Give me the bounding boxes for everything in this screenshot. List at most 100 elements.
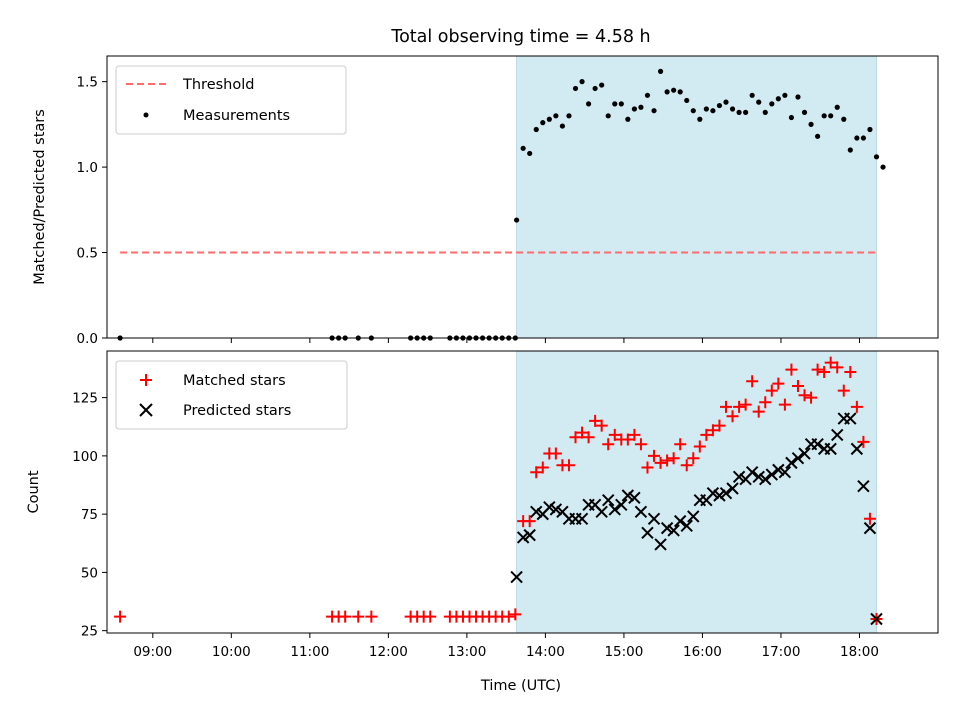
x-tick-label: 11:00: [290, 644, 329, 660]
matched-star-point: [772, 377, 785, 390]
x-tick-label: 12:00: [369, 644, 408, 660]
predicted-star-point: [765, 468, 779, 481]
predicted-star-point: [726, 482, 739, 495]
matched-star-point: [680, 459, 693, 472]
x-tick-label: 09:00: [133, 644, 172, 660]
measurement-point: [566, 113, 572, 119]
predicted-star-point: [516, 531, 530, 544]
predicted-star-point: [575, 512, 589, 526]
predicted-star-point: [647, 512, 661, 526]
predicted-star-point: [523, 528, 536, 542]
bottom-y-tick-label: 125: [72, 391, 98, 407]
matched-star-point: [582, 431, 595, 444]
matched-star-point: [674, 438, 687, 451]
bottom-axes-frame: [106, 350, 939, 634]
matched-star-point: [661, 454, 674, 467]
matched-star-point: [857, 435, 870, 448]
predicted-star-point: [634, 505, 648, 519]
matched-star-point: [798, 389, 811, 402]
predicted-star-point: [745, 465, 759, 479]
matched-star-point: [850, 400, 863, 413]
measurement-point: [841, 116, 847, 122]
measurement-point: [690, 108, 696, 114]
predicted-star-point: [621, 489, 635, 502]
measurement-point: [854, 135, 860, 141]
matched-star-point: [589, 414, 602, 427]
predicted-star-point: [673, 514, 687, 528]
matched-star-point: [693, 440, 706, 453]
matched-star-point: [687, 452, 700, 465]
legend-threshold-label: Threshold: [182, 77, 254, 93]
bottom-legend-box: [115, 360, 348, 430]
measurement-point: [638, 104, 644, 110]
predicted-star-point: [608, 503, 621, 516]
measurement-point: [801, 109, 808, 115]
top-y-tick-label: 0.5: [77, 246, 98, 262]
measurement-point: [625, 116, 631, 122]
measurement-point: [514, 217, 520, 223]
predicted-star-point: [549, 503, 563, 516]
matched-star-point: [700, 428, 713, 441]
x-axis-label: Time (UTC): [480, 678, 561, 694]
predicted-star-point: [602, 493, 615, 507]
matched-star-point: [424, 610, 437, 623]
measurement-point: [664, 89, 670, 95]
predicted-star-point: [660, 521, 674, 535]
predicted-star-point: [844, 412, 857, 425]
measurement-point: [808, 121, 814, 127]
measurement-point: [618, 101, 624, 107]
predicted-star-point: [530, 505, 543, 519]
matched-star-point: [339, 610, 352, 623]
matched-star-point: [352, 610, 365, 623]
matched-star-point: [739, 398, 752, 411]
predicted-star-point: [713, 489, 726, 502]
measurement-point: [553, 113, 559, 119]
measurement-point: [788, 114, 795, 121]
matched-star-point: [634, 438, 647, 451]
matched-star-point: [569, 431, 582, 444]
top-y-axis-label: Matched/Predicted stars: [32, 109, 48, 285]
measurement-point: [651, 108, 657, 114]
matched-star-point: [752, 405, 765, 418]
measurement-point: [710, 108, 716, 114]
x-tick-label: 14:00: [526, 644, 565, 660]
measurement-point: [880, 164, 886, 170]
top-panel: 0.0 0.5 1.0 1.5 Matched/Predicted stars Thr…: [32, 55, 939, 347]
matched-star-point: [824, 356, 837, 369]
top-legend-box: [115, 65, 347, 135]
measurement-point: [795, 94, 801, 100]
predicted-star-point: [831, 428, 844, 442]
measurement-point: [847, 147, 853, 153]
matched-star-point: [733, 400, 746, 413]
predicted-star-point: [798, 447, 811, 460]
measurement-point: [743, 109, 749, 115]
measurement-point: [756, 99, 762, 105]
predicted-star-point: [628, 491, 641, 505]
measurement-point: [540, 120, 546, 126]
measurement-point: [605, 113, 611, 119]
predicted-star-point: [752, 470, 765, 484]
measurement-point: [520, 145, 526, 151]
x-tick-label: 18:00: [840, 644, 879, 660]
measurement-point: [657, 68, 664, 74]
predicted-star-point: [824, 442, 837, 456]
predicted-star-point: [654, 538, 667, 551]
bottom-y-tick-label: 25: [81, 624, 98, 640]
predicted-star-point: [510, 570, 523, 584]
predicted-star-point: [791, 451, 805, 465]
predicted-star-point: [850, 442, 864, 456]
predicted-star-point: [680, 519, 693, 533]
predicted-star-point: [785, 456, 798, 470]
measurement-point: [828, 113, 834, 119]
measurement-point: [834, 104, 840, 110]
matched-star-point: [726, 410, 739, 423]
predicted-star-point: [772, 463, 785, 477]
x-tick-label: 13:00: [447, 644, 486, 660]
predicted-star-point: [641, 526, 654, 539]
legend-matched-swatch: [140, 374, 152, 386]
matched-star-point: [785, 363, 798, 376]
predicted-star-point: [863, 521, 877, 535]
measurement-point: [762, 109, 768, 115]
matched-star-point: [536, 461, 549, 474]
matched-star-point: [863, 512, 876, 525]
